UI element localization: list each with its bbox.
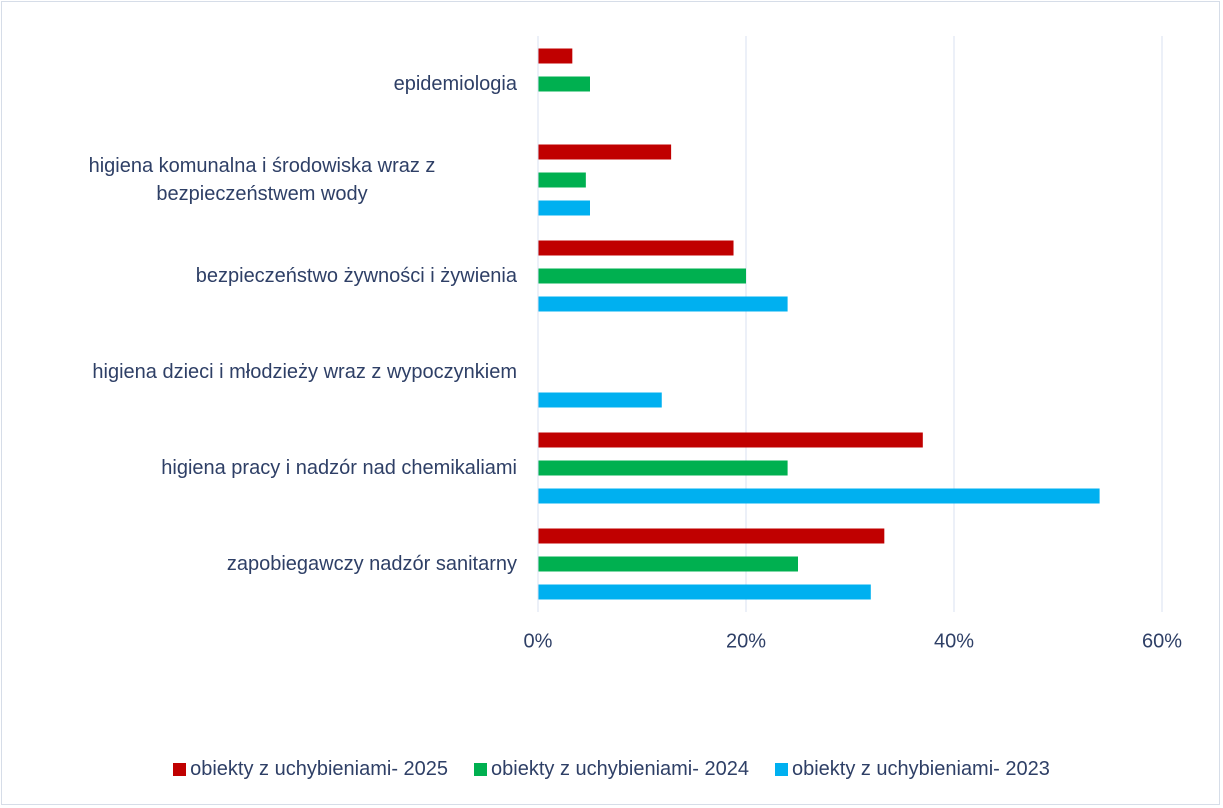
x-tick-label: 20% xyxy=(726,630,766,652)
x-tick-label: 0% xyxy=(524,630,553,652)
bar xyxy=(538,488,1100,504)
bar xyxy=(538,172,586,188)
legend: obiekty z uchybieniami- 2025 obiekty z uc… xyxy=(0,758,1223,781)
bar xyxy=(538,460,788,476)
bar xyxy=(538,584,871,600)
legend-swatch xyxy=(474,763,488,776)
bar xyxy=(538,144,672,160)
bar xyxy=(538,556,798,572)
bar xyxy=(538,392,662,408)
y-tick-label: higiena dzieci i młodzieży wraz z wypocz… xyxy=(92,361,517,383)
y-tick-label: bezpieczeństwo żywności i żywienia xyxy=(195,265,517,287)
y-tick-label: zapobiegawczy nadzór sanitarny xyxy=(226,553,517,575)
legend-item: obiekty z uchybieniami- 2025 xyxy=(173,758,448,781)
bar xyxy=(538,296,788,312)
bar xyxy=(538,528,885,544)
legend-label: obiekty z uchybieniami- 2025 xyxy=(190,758,449,780)
y-tick-label: epidemiologia xyxy=(393,73,517,95)
legend-label: obiekty z uchybieniami- 2023 xyxy=(791,758,1050,780)
x-tick-label: 60% xyxy=(1142,630,1182,652)
bar xyxy=(538,240,734,256)
legend-item: obiekty z uchybieniami- 2024 xyxy=(474,758,749,781)
bar xyxy=(538,48,573,64)
legend-swatch xyxy=(173,763,187,776)
y-tick-label: higiena komunalna i środowiska wraz z be… xyxy=(88,155,436,205)
legend-item: obiekty z uchybieniami- 2023 xyxy=(774,758,1050,781)
bar xyxy=(538,432,923,448)
x-tick-label: 40% xyxy=(934,630,974,652)
bar xyxy=(538,268,746,284)
bar xyxy=(538,76,590,92)
y-tick-label: higiena pracy i nadzór nad chemikaliami xyxy=(161,457,517,479)
bar xyxy=(538,200,590,216)
legend-swatch xyxy=(774,763,788,776)
legend-label: obiekty z uchybieniami- 2024 xyxy=(491,758,749,780)
